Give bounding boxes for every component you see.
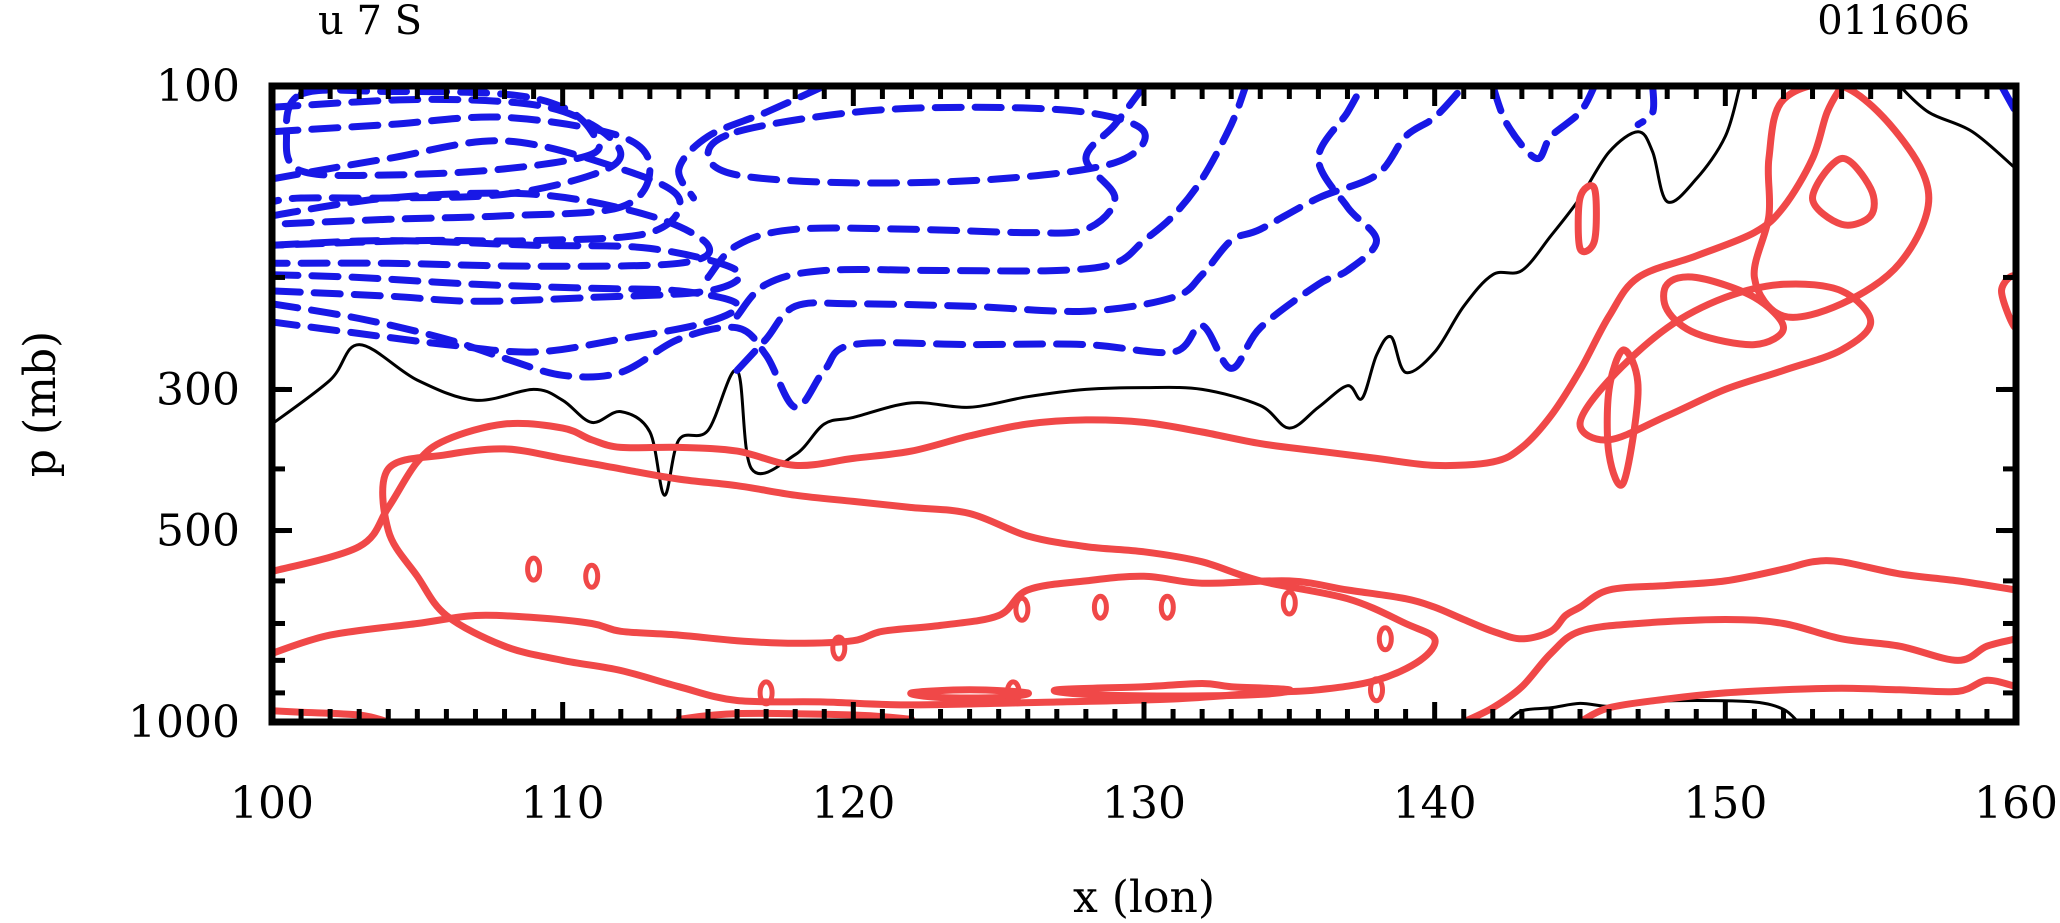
y-axis-label: p (mb) — [15, 331, 66, 477]
contour-neg-10 — [733, 86, 1250, 320]
x-tick-label: 100 — [230, 778, 314, 829]
x-tick-label: 110 — [521, 778, 605, 829]
contour-pos-spot-5 — [1091, 593, 1109, 621]
contour-pos-11 — [1660, 273, 1787, 349]
contour-pos-3 — [379, 445, 1439, 709]
contour-lines — [272, 86, 2016, 722]
y-tick-label: 300 — [156, 364, 240, 415]
contour-pos-7 — [1460, 616, 2016, 722]
contour-pos-6 — [1576, 676, 2016, 722]
contour-pos-4 — [907, 686, 1032, 702]
x-tick-label: 130 — [1102, 778, 1186, 829]
contour-pos-spot-6 — [1158, 593, 1176, 621]
contour-zero-line-main — [272, 86, 1742, 497]
contour-neg-6 — [272, 237, 744, 305]
contour-neg-7 — [272, 271, 742, 356]
contour-pos-16 — [1603, 346, 1642, 489]
contour-pos-2 — [272, 557, 2016, 657]
contour-neg-11 — [704, 86, 1148, 281]
contour-pos-5 — [1050, 680, 1294, 700]
contour-neg-1 — [282, 86, 603, 180]
contour-neg-2 — [272, 95, 625, 206]
contour-neg-4 — [272, 137, 684, 249]
contour-neg-15 — [1634, 86, 1658, 129]
contour-neg-12 — [704, 103, 1149, 187]
chart-title-right: 011606 — [1817, 0, 1970, 44]
x-tick-label: 140 — [1393, 778, 1477, 829]
contour-pos-spot-1 — [525, 555, 543, 583]
contour-pos-1 — [272, 86, 1846, 575]
contour-neg-14 — [1489, 86, 1598, 163]
contour-pos-15 — [1574, 182, 1600, 256]
contour-pos-spot-9 — [757, 679, 775, 707]
contour-neg-8 — [272, 86, 1380, 411]
plot-frame — [268, 82, 2020, 726]
contour-zero-line-top-right — [1898, 86, 2016, 171]
contour-neg-5 — [272, 189, 714, 270]
contour-pos-10 — [1809, 155, 1878, 229]
contour-pos-9 — [1750, 86, 1933, 321]
contour-pos-spot-2 — [583, 562, 601, 590]
contour-neg-9 — [733, 86, 1468, 374]
contour-pos-spot-8 — [1376, 625, 1394, 653]
contour-pos-spot-3 — [830, 634, 848, 662]
y-tick-label: 1000 — [128, 697, 240, 748]
chart-title-left: u 7 S — [318, 0, 422, 44]
x-tick-label: 150 — [1683, 778, 1767, 829]
x-tick-label: 160 — [1974, 778, 2058, 829]
contour-pos-8 — [1576, 280, 1875, 444]
x-tick-labels: 100 110 120 130 140 150 160 — [230, 778, 2058, 829]
contour-neg-3 — [272, 113, 654, 228]
contour-neg-13 — [675, 86, 828, 202]
y-tick-labels: 100 300 500 1000 — [128, 61, 240, 748]
contour-pos-spot-10 — [1004, 679, 1022, 707]
x-tick-label: 120 — [811, 778, 895, 829]
contour-pos-spot-4 — [1013, 595, 1031, 623]
x-axis-label: x (lon) — [1073, 872, 1215, 923]
y-tick-label: 500 — [156, 506, 240, 557]
contour-pos-spot-11 — [1368, 676, 1385, 704]
axis-ticks — [269, 83, 2019, 725]
contour-pos-spot-7 — [1280, 589, 1298, 617]
y-tick-label: 100 — [156, 61, 240, 112]
